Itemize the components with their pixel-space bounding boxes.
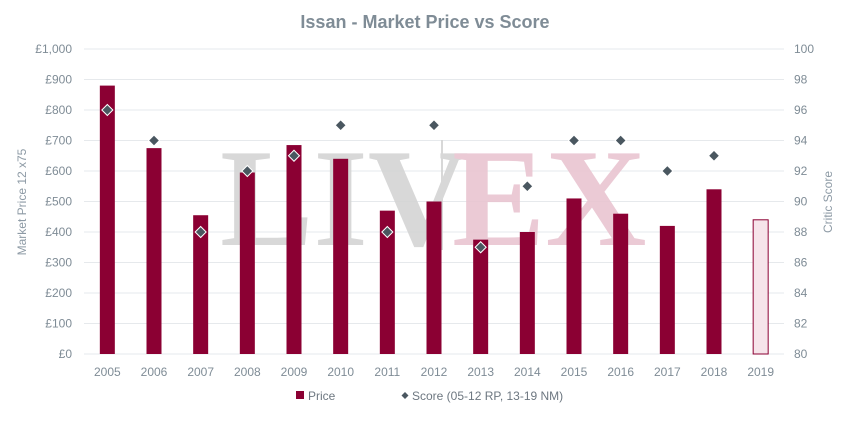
y-left-tick-label: £800 — [45, 103, 72, 117]
price-bar — [473, 239, 489, 354]
y-axis-right-title: Critic Score — [821, 171, 835, 233]
price-bar — [239, 172, 255, 354]
y-right-tick-label: 96 — [794, 103, 808, 117]
price-bar — [566, 198, 582, 354]
chart-title: Issan - Market Price vs Score — [300, 12, 549, 32]
legend-score-label: Score (05-12 RP, 13-19 NM) — [412, 389, 563, 403]
score-marker — [427, 119, 441, 132]
score-marker — [147, 134, 161, 147]
price-bar — [146, 148, 162, 354]
y-left-tick-label: £600 — [45, 164, 72, 178]
y-right-tick-label: 100 — [794, 42, 814, 56]
y-left-tick-label: £400 — [45, 225, 72, 239]
score-marker — [521, 180, 534, 193]
price-bar — [333, 158, 349, 354]
y-axis-left-title: Market Price 12 x75 — [15, 148, 29, 255]
x-tick-label: 2005 — [94, 365, 121, 379]
price-bars — [99, 85, 769, 355]
y-right-tick-label: 92 — [794, 164, 808, 178]
x-tick-label: 2014 — [514, 365, 541, 379]
x-tick-label: 2006 — [141, 365, 168, 379]
y-left-tick-label: £0 — [59, 347, 73, 361]
price-bar — [706, 189, 722, 354]
score-marker — [287, 149, 301, 162]
y-left-tick-label: £500 — [45, 195, 72, 209]
x-tick-label: 2019 — [747, 365, 774, 379]
y-left-tick-label: £200 — [45, 286, 72, 300]
x-tick-label: 2012 — [421, 365, 448, 379]
score-markers — [101, 103, 721, 254]
y-right-tick-label: 84 — [794, 286, 808, 300]
y-right-tick-label: 88 — [794, 225, 808, 239]
y-left-tick-label: £100 — [45, 317, 72, 331]
score-marker — [474, 241, 487, 254]
x-tick-label: 2016 — [607, 365, 634, 379]
y-right-tick-label: 80 — [794, 347, 808, 361]
price-bar — [379, 210, 395, 354]
price-bar — [193, 215, 209, 354]
x-axis-ticks: 2005 2006 2007 2008 2009 2010 2011 2012 2013 2014… — [94, 365, 774, 379]
x-tick-label: 2017 — [654, 365, 681, 379]
y-axis-right-ticks: 80 82 84 86 88 90 92 94 96 98 100 — [794, 42, 814, 361]
legend-price-label: Price — [308, 389, 336, 403]
score-marker — [661, 164, 674, 178]
y-right-tick-label: 98 — [794, 73, 808, 87]
price-bar — [659, 225, 675, 354]
score-marker — [334, 119, 347, 132]
x-tick-label: 2008 — [234, 365, 261, 379]
x-tick-label: 2009 — [281, 365, 308, 379]
score-marker — [614, 134, 627, 147]
price-bar — [752, 219, 769, 355]
y-left-tick-label: £300 — [45, 256, 72, 270]
price-bar — [286, 145, 302, 354]
y-left-tick-label: £900 — [45, 73, 72, 87]
legend-score-diamond-icon — [401, 392, 409, 399]
x-tick-label: 2007 — [187, 365, 214, 379]
x-tick-label: 2015 — [561, 365, 588, 379]
y-right-tick-label: 94 — [794, 134, 808, 148]
score-marker — [101, 103, 114, 117]
y-left-tick-label: £1,000 — [35, 42, 72, 56]
score-marker — [381, 225, 394, 239]
x-tick-label: 2011 — [374, 365, 400, 379]
price-bar — [426, 201, 442, 354]
y-right-tick-label: 86 — [794, 256, 808, 270]
score-marker — [241, 164, 254, 178]
y-axis-left-ticks: £0 £100 £200 £300 £400 £500 £600 £700 £800 £900 £1… — [35, 42, 72, 361]
x-tick-label: 2010 — [327, 365, 354, 379]
y-right-tick-label: 90 — [794, 195, 808, 209]
price-bar — [99, 85, 115, 354]
x-tick-label: 2013 — [467, 365, 494, 379]
score-marker — [707, 149, 721, 162]
price-bar — [613, 213, 629, 354]
score-marker — [567, 134, 581, 147]
y-right-tick-label: 82 — [794, 317, 808, 331]
x-tick-label: 2018 — [701, 365, 728, 379]
score-marker — [194, 225, 207, 239]
price-bar — [519, 232, 535, 354]
y-left-tick-label: £700 — [45, 134, 72, 148]
legend-price-swatch — [296, 391, 304, 399]
legend: Price Score (05-12 RP, 13-19 NM) — [296, 389, 563, 403]
